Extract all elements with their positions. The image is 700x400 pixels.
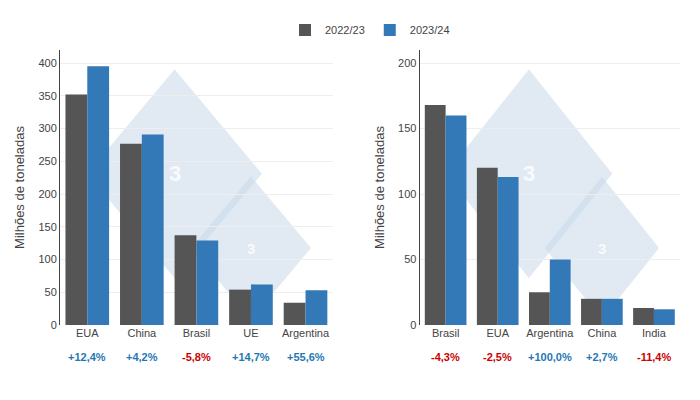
svg-text:0: 0 bbox=[410, 319, 416, 331]
svg-text:350: 350 bbox=[38, 90, 56, 102]
svg-text:50: 50 bbox=[404, 253, 416, 265]
svg-text:+100,0%: +100,0% bbox=[528, 351, 572, 363]
svg-text:400: 400 bbox=[38, 57, 56, 69]
svg-text:Brasil: Brasil bbox=[432, 327, 460, 339]
svg-text:150: 150 bbox=[38, 221, 56, 233]
svg-text:0: 0 bbox=[51, 319, 57, 331]
svg-text:100: 100 bbox=[38, 253, 56, 265]
svg-text:EUA: EUA bbox=[486, 327, 509, 339]
svg-text:Brasil: Brasil bbox=[183, 327, 211, 339]
svg-text:300: 300 bbox=[38, 122, 56, 134]
svg-text:2023/24: 2023/24 bbox=[410, 24, 450, 36]
svg-text:+4,2%: +4,2% bbox=[126, 351, 158, 363]
svg-text:+2,7%: +2,7% bbox=[586, 351, 618, 363]
svg-text:-4,3%: -4,3% bbox=[431, 351, 460, 363]
svg-text:3: 3 bbox=[169, 161, 181, 186]
svg-text:India: India bbox=[642, 327, 667, 339]
svg-text:-11,4%: -11,4% bbox=[637, 351, 671, 363]
svg-text:UE: UE bbox=[243, 327, 258, 339]
svg-text:+14,7%: +14,7% bbox=[232, 351, 270, 363]
svg-text:+12,4%: +12,4% bbox=[68, 351, 106, 363]
svg-text:3: 3 bbox=[598, 240, 606, 257]
svg-text:Milhões de toneladas: Milhões de toneladas bbox=[12, 126, 27, 249]
svg-text:150: 150 bbox=[398, 122, 416, 134]
svg-text:250: 250 bbox=[38, 155, 56, 167]
svg-text:3: 3 bbox=[247, 240, 255, 257]
svg-text:Argentina: Argentina bbox=[526, 327, 574, 339]
svg-text:3: 3 bbox=[523, 161, 535, 186]
svg-text:+55,6%: +55,6% bbox=[287, 351, 325, 363]
svg-text:100: 100 bbox=[398, 188, 416, 200]
svg-text:EUA: EUA bbox=[76, 327, 99, 339]
svg-text:Milhões de toneladas: Milhões de toneladas bbox=[372, 126, 387, 249]
svg-text:-2,5%: -2,5% bbox=[483, 351, 512, 363]
svg-text:200: 200 bbox=[398, 57, 416, 69]
svg-text:-5,8%: -5,8% bbox=[182, 351, 211, 363]
svg-text:2022/23: 2022/23 bbox=[325, 24, 365, 36]
svg-text:China: China bbox=[127, 327, 157, 339]
svg-text:200: 200 bbox=[38, 188, 56, 200]
svg-text:China: China bbox=[588, 327, 618, 339]
svg-text:Argentina: Argentina bbox=[282, 327, 330, 339]
svg-text:50: 50 bbox=[45, 286, 57, 298]
